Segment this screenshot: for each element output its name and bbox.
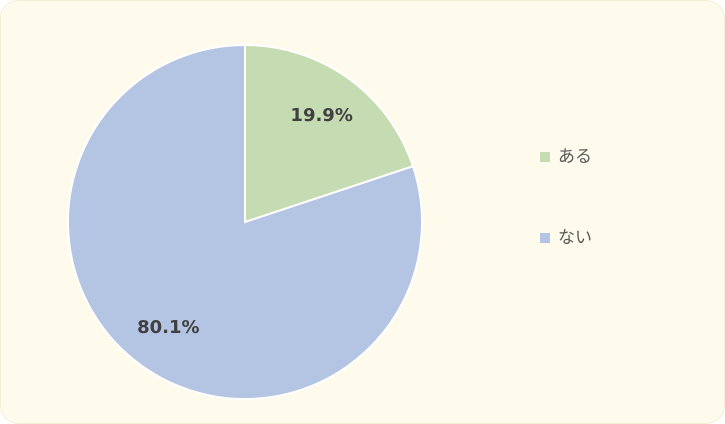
pie-slice bbox=[244, 43, 415, 224]
legend-label: ない bbox=[558, 228, 592, 248]
legend-label: ある bbox=[558, 147, 592, 167]
pie-slice bbox=[67, 43, 423, 400]
legend-swatch bbox=[540, 233, 550, 243]
legend-swatch bbox=[540, 152, 550, 162]
data-label: 19.9% bbox=[290, 105, 352, 126]
data-label: 80.1% bbox=[137, 317, 199, 338]
